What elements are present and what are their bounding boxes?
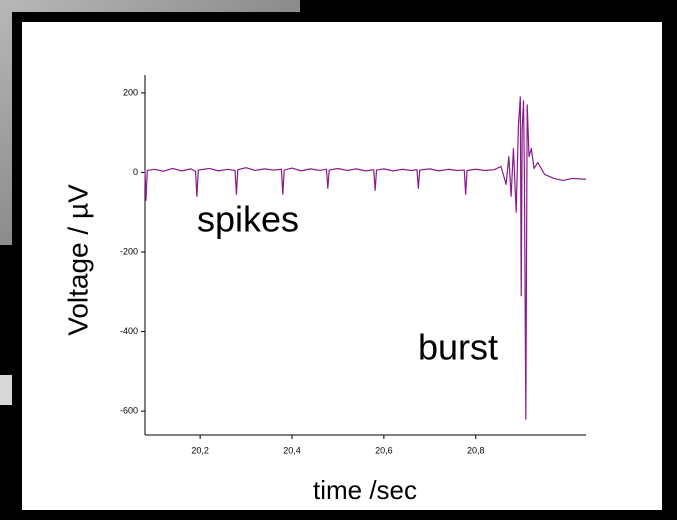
y-tick-label: -200 xyxy=(120,246,138,256)
y-tick-label: 0 xyxy=(133,167,138,177)
background-image-fragment xyxy=(0,375,12,405)
x-axis-label: time /sec xyxy=(313,475,417,505)
x-tick-label: 20,4 xyxy=(283,445,301,455)
plot: 200 0 -200 -400 -600 20,2 20,4 20,6 20,8 spikes bu… xyxy=(120,75,587,455)
panel xyxy=(22,22,662,510)
y-tick-label: -600 xyxy=(120,406,138,416)
y-tick-label: -400 xyxy=(120,326,138,336)
signal-line xyxy=(144,96,587,420)
annotation: burst xyxy=(418,327,498,368)
x-tick-label: 20,8 xyxy=(467,445,485,455)
y-axis-label: Voltage / µV xyxy=(62,184,93,336)
x-tick-label: 20,2 xyxy=(191,445,209,455)
y-tick-label: 200 xyxy=(123,87,138,97)
x-tick-label: 20,6 xyxy=(375,445,393,455)
annotation: spikes xyxy=(197,199,299,240)
